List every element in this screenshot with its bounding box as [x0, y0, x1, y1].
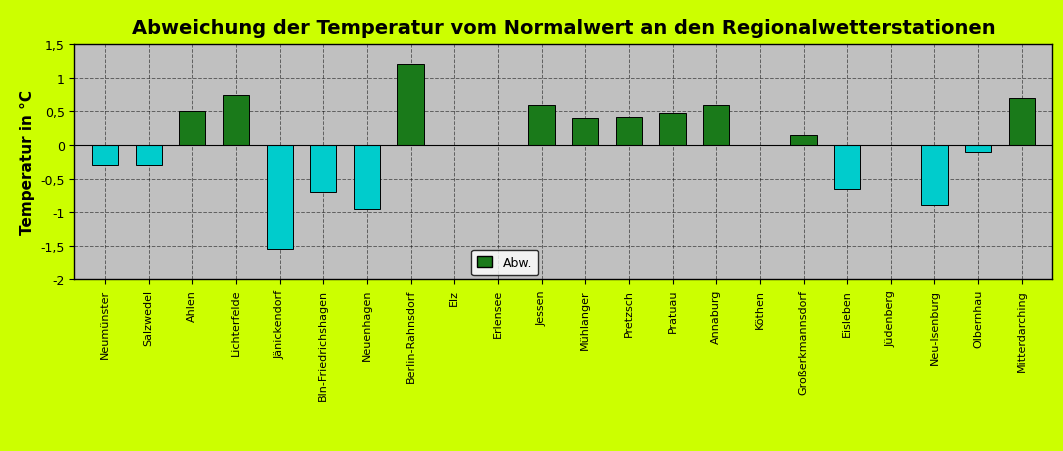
Bar	[703, 106, 729, 146]
Bar	[965, 146, 992, 152]
Bar	[615, 117, 642, 146]
Bar	[136, 146, 162, 166]
Legend: Abw.: Abw.	[471, 250, 538, 276]
Bar	[834, 146, 860, 189]
Y-axis label: Temperatur in °C: Temperatur in °C	[19, 90, 35, 235]
Bar	[267, 146, 292, 249]
Bar	[791, 136, 816, 146]
Bar	[528, 106, 555, 146]
Title: Abweichung der Temperatur vom Normalwert an den Regionalwetterstationen: Abweichung der Temperatur vom Normalwert…	[132, 19, 995, 38]
Bar	[659, 114, 686, 146]
Bar	[354, 146, 381, 209]
Bar	[180, 112, 205, 146]
Bar	[922, 146, 947, 206]
Bar	[310, 146, 336, 193]
Bar	[398, 65, 424, 146]
Bar	[572, 119, 598, 146]
Bar	[91, 146, 118, 166]
Bar	[1009, 99, 1035, 146]
Bar	[223, 95, 249, 146]
